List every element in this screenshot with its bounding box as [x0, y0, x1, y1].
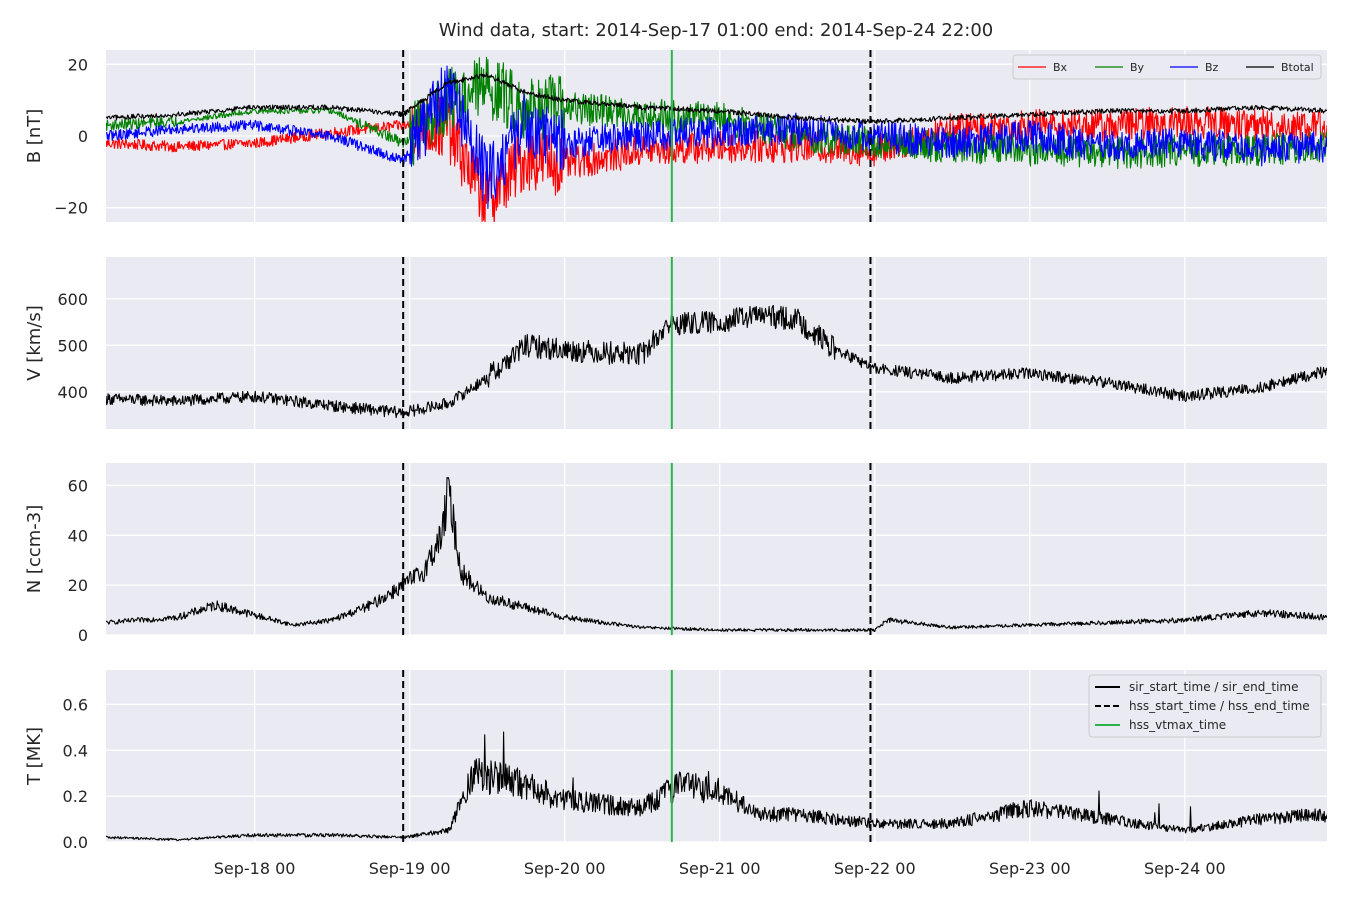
y-tick-label: 0.4	[63, 741, 88, 760]
x-tick-label: Sep-24 00	[1144, 859, 1226, 878]
x-axis: Sep-18 00 Sep-19 00 Sep-20 00 Sep-21 00 Sep-…	[214, 859, 1226, 878]
series-group	[106, 731, 1327, 842]
y-tick-label: 0.0	[63, 833, 88, 852]
y-tick-label: 0.2	[63, 787, 88, 806]
series-line-n	[106, 476, 1327, 633]
y-tick-label: 0.6	[63, 695, 88, 714]
y-tick-label: 400	[57, 383, 88, 402]
panel-V: 400 500 600 V [km/s]	[24, 257, 1327, 429]
y-axis-label: N [ccm-3]	[24, 505, 45, 594]
legend-label: Btotal	[1281, 61, 1314, 74]
y-tick-label: 0	[78, 127, 88, 146]
series-line-v	[106, 304, 1327, 419]
series-group	[106, 56, 1327, 222]
series-group	[106, 476, 1327, 633]
panel-background	[106, 257, 1327, 429]
y-tick-label: 40	[68, 526, 88, 545]
series-group	[106, 304, 1327, 419]
x-tick-label: Sep-18 00	[214, 859, 296, 878]
y-axis-label: V [km/s]	[24, 305, 45, 380]
y-tick-label: 60	[68, 476, 88, 495]
legend-box	[1012, 54, 1322, 80]
legend-label: hss_vtmax_time	[1129, 718, 1226, 732]
x-tick-label: Sep-22 00	[834, 859, 916, 878]
y-tick-label: 600	[57, 290, 88, 309]
panel-B: −20 0 20 B [nT] Bx By Bz Btotal	[24, 50, 1327, 222]
y-tick-label: 20	[68, 55, 88, 74]
panel-background	[106, 463, 1327, 635]
y-tick-label: 0	[78, 626, 88, 645]
legend-label: hss_start_time / hss_end_time	[1129, 699, 1310, 713]
x-tick-label: Sep-20 00	[524, 859, 606, 878]
legend-label: Bx	[1053, 61, 1068, 74]
x-tick-label: Sep-19 00	[369, 859, 451, 878]
panel-N: 0 20 40 60 N [ccm-3]	[24, 463, 1327, 645]
legend-box	[1088, 674, 1322, 738]
series-line-bz	[106, 65, 1327, 210]
legend-label: Bz	[1205, 61, 1219, 74]
series-line-t	[106, 731, 1327, 842]
x-tick-label: Sep-21 00	[679, 859, 761, 878]
y-tick-label: 20	[68, 576, 88, 595]
panel-T: 0.0 0.2 0.4 0.6 T [MK] sir_start_time / sir_e…	[24, 670, 1327, 852]
legend-label: By	[1130, 61, 1145, 74]
legend-b: Bx By Bz Btotal	[1012, 54, 1322, 80]
chart-title: Wind data, start: 2014-Sep-17 01:00 end:…	[439, 20, 994, 41]
y-axis-label: B [nT]	[24, 109, 45, 164]
y-axis-label: T [MK]	[24, 727, 45, 786]
x-tick-label: Sep-23 00	[989, 859, 1071, 878]
y-tick-label: −20	[54, 199, 88, 218]
legend-label: sir_start_time / sir_end_time	[1129, 680, 1299, 694]
series-line-btotal	[106, 72, 1327, 125]
y-tick-label: 500	[57, 336, 88, 355]
legend-events: sir_start_time / sir_end_time hss_start_t…	[1088, 674, 1322, 738]
